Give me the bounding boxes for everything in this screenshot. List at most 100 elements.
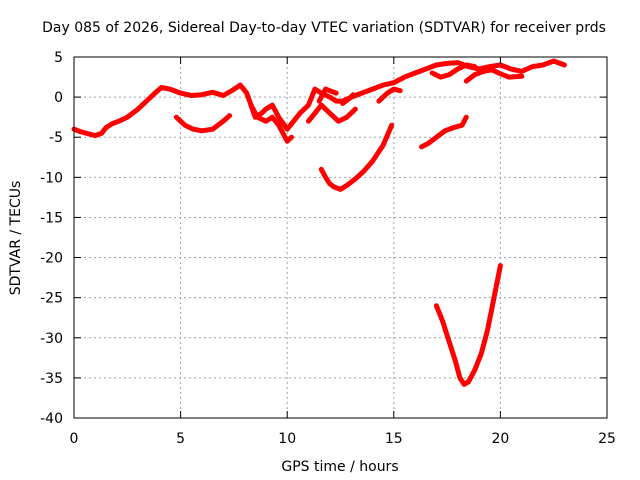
data-point [135,106,141,112]
data-point [306,119,311,124]
x-tick-label: 10 [278,431,296,447]
data-point [455,60,460,65]
data-point [370,86,375,92]
y-tick-label: -5 [49,130,63,146]
data-point [263,119,269,124]
data-point [472,367,477,373]
data-point [351,92,356,97]
data-point [440,319,445,324]
data-point [210,90,215,95]
y-tick-label: -20 [40,251,63,267]
data-point [319,167,324,172]
x-tick-labels: 0 5 10 15 20 25 [70,431,616,447]
y-tick-label: -35 [40,371,63,387]
series-trace [419,114,469,150]
data-point [453,359,458,364]
series-trace [376,86,403,104]
y-tick-label: -30 [40,331,63,347]
data-point [270,102,275,108]
data-point [540,62,546,68]
data-point [402,74,407,80]
data-point [306,102,311,108]
data-point [359,90,364,96]
data-point [485,327,490,332]
data-point [334,90,339,96]
data-point [447,72,452,77]
data-point [336,119,341,124]
data-point [86,131,92,137]
series-trace [318,122,395,192]
series-trace [316,86,339,104]
data-point [276,123,281,128]
data-point [506,74,512,80]
grid-lines [74,57,607,418]
data-point [116,119,122,124]
y-tick-labels: 5 0 -5 -10 -15 -20 -25 -30 -35 -40 [40,50,63,427]
data-point [317,98,322,104]
data-point [380,82,386,88]
x-tick-label: 0 [70,431,79,447]
data-point [434,303,439,308]
data-point [221,93,226,98]
y-tick-label: -25 [40,291,63,307]
y-tick-label: 0 [54,90,63,106]
y-tick-label: -15 [40,210,63,226]
data-point [464,62,469,68]
data-point [189,93,194,98]
data-point [519,74,524,79]
data-point [430,70,435,76]
data-point [438,74,443,80]
x-tick-label: 15 [385,431,403,447]
series-trace [306,102,358,124]
data-point [353,176,358,182]
tick-marks [73,56,608,419]
data-point [93,133,98,138]
data-point [174,115,179,120]
plot-frame [73,56,608,419]
data-point [221,119,226,124]
series-trace [340,92,356,106]
data-point [191,127,196,132]
data-point [508,66,514,72]
data-point [498,71,503,77]
data-point [238,82,243,88]
data-point [425,141,431,146]
data-point [491,295,497,300]
data-point [210,127,215,132]
data-point [457,375,463,381]
data-point [434,135,439,140]
data-point [464,78,469,84]
data-point [451,125,456,130]
data-point [199,92,205,97]
data-point [389,123,394,128]
data-point [182,123,188,128]
x-axis-title: GPS time / hours [281,459,398,475]
data-point [227,113,232,118]
data-point [466,379,471,385]
data-point [419,144,424,149]
series-group [71,58,567,387]
data-point [346,96,352,101]
x-tick-label: 5 [176,431,185,447]
data-point [78,129,83,134]
data-point [334,98,339,104]
series-trace [248,102,294,144]
series-line [433,263,503,387]
data-point [423,66,428,72]
data-point [479,351,484,356]
data-point [391,80,396,85]
data-point [327,181,332,186]
data-point [370,159,375,164]
data-point [167,86,173,92]
data-point [289,135,294,140]
data-point [455,66,460,72]
data-point [312,86,318,92]
data-point [459,123,465,128]
data-point [551,58,556,64]
data-point [263,106,269,112]
data-point [442,128,448,133]
data-point [291,119,296,124]
data-point [144,98,149,104]
data-point [344,115,350,120]
